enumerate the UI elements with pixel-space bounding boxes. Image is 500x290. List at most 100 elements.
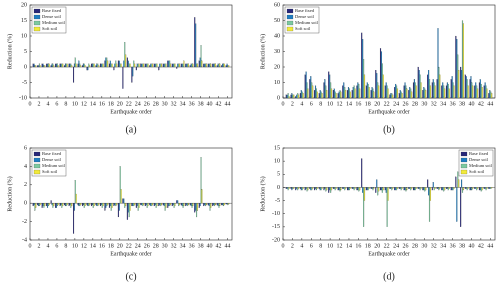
bar (447, 187, 449, 191)
bar (375, 187, 377, 193)
legend-swatch (33, 14, 41, 20)
bar (137, 63, 139, 68)
bar (431, 187, 433, 191)
bar (391, 93, 393, 99)
bar (199, 57, 201, 68)
caption: (a) (125, 124, 136, 135)
bar (324, 79, 326, 99)
bar (44, 203, 46, 207)
bar (464, 187, 466, 189)
bar (296, 187, 298, 189)
bar (128, 203, 130, 218)
bar (114, 203, 116, 206)
legend-label: Medium soil (469, 163, 493, 168)
bar (156, 203, 158, 207)
bar (86, 203, 88, 206)
bar (144, 63, 146, 68)
bar (462, 23, 464, 99)
bar (477, 88, 479, 99)
bar (217, 63, 219, 68)
legend-swatch (33, 20, 41, 26)
bar (444, 187, 446, 191)
bar (398, 187, 400, 189)
bar (464, 74, 466, 99)
bar (225, 203, 227, 205)
bar (163, 203, 165, 207)
bar (222, 203, 224, 206)
y-tick-label: 10 (274, 159, 280, 165)
bar (403, 85, 405, 99)
bar (366, 187, 368, 191)
x-tick-label: 4 (46, 101, 49, 107)
x-tick-label: 40 (207, 243, 213, 249)
bar (186, 203, 188, 206)
bar (292, 94, 294, 99)
bar (71, 203, 73, 207)
bar (342, 85, 344, 99)
bar (422, 90, 424, 99)
x-tick-label: 10 (72, 101, 78, 107)
bar (127, 203, 129, 213)
bar (56, 203, 58, 207)
x-tick-label: 12 (337, 243, 343, 249)
bar (318, 93, 320, 99)
bar (92, 63, 94, 68)
bar (401, 93, 403, 99)
bar (216, 203, 218, 206)
bar (373, 187, 375, 189)
bar (298, 94, 300, 99)
bar (453, 187, 455, 189)
bar (98, 203, 100, 206)
bar (183, 60, 185, 68)
bar (136, 203, 138, 207)
bar (87, 203, 89, 207)
bar (422, 187, 424, 191)
bar (472, 85, 474, 99)
bar (432, 79, 434, 99)
bar (295, 96, 297, 99)
bar (424, 88, 426, 99)
x-tick-label: 14 (346, 243, 352, 249)
bar (111, 203, 113, 208)
bar (330, 82, 332, 99)
bar (169, 203, 171, 207)
bar (451, 187, 453, 191)
bar (456, 187, 458, 222)
bar (301, 91, 303, 99)
bar (136, 63, 138, 68)
bar (39, 203, 41, 206)
bar (93, 203, 95, 207)
bar (180, 203, 182, 206)
bar (95, 65, 97, 68)
bar (59, 63, 61, 68)
x-tick-label: 36 (189, 243, 195, 249)
bar (427, 74, 429, 99)
bar (41, 63, 43, 68)
bar (132, 203, 134, 207)
bar (293, 94, 295, 99)
legend-swatch (33, 163, 41, 169)
bar (181, 63, 183, 68)
bar (411, 91, 413, 99)
bar (196, 203, 198, 211)
y-axis-label: Reduction (%) (6, 34, 13, 69)
bar (306, 82, 308, 99)
x-tick-label: 0 (282, 101, 285, 107)
x-tick-label: 38 (198, 101, 204, 107)
bar (477, 187, 479, 189)
bar (395, 83, 397, 99)
bar (325, 85, 327, 99)
bar (210, 203, 212, 208)
x-tick-label: 42 (216, 243, 222, 249)
x-tick-label: 18 (108, 243, 114, 249)
y-tick-label: 10 (274, 80, 280, 86)
bar (429, 187, 432, 201)
bar (472, 187, 474, 189)
bar (301, 187, 303, 191)
bar (71, 65, 73, 68)
bar (460, 66, 462, 99)
bar (404, 82, 406, 99)
bar (46, 63, 48, 68)
bar (96, 203, 98, 207)
bar (126, 203, 128, 220)
